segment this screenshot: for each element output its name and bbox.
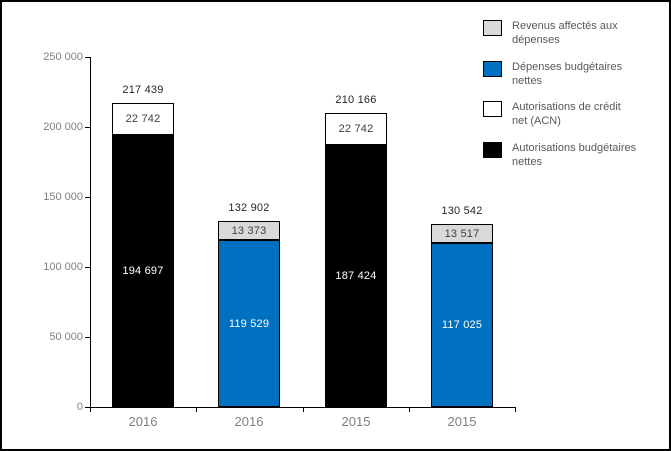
legend-swatch: [483, 20, 502, 36]
y-axis-tick: [85, 267, 90, 268]
y-axis-line: [90, 57, 91, 408]
x-axis-tick: [409, 407, 410, 412]
bar-value-label: 119 529: [228, 317, 270, 330]
legend-label: Revenus affectés aux dépenses: [512, 20, 618, 47]
y-axis-tick: [85, 337, 90, 338]
bar-segment: 117 025: [431, 243, 493, 407]
y-axis-tick-label: 250 000: [43, 51, 83, 63]
bar-value-label: 117 025: [441, 319, 483, 331]
bar-segment: 13 517: [431, 224, 493, 243]
x-axis-tick: [515, 407, 516, 412]
y-axis-tick: [85, 127, 90, 128]
chart-legend: Revenus affectés aux dépenses Dépenses bu…: [483, 19, 661, 169]
legend-item: Autorisations de crédit net (ACN): [483, 100, 661, 129]
bar-total-label: 130 542: [441, 205, 483, 217]
legend-swatch: [483, 101, 502, 118]
y-axis-tick: [85, 57, 90, 58]
bar-total-label: 210 166: [335, 94, 377, 106]
bar-segment: 194 697: [112, 134, 174, 407]
bar-value-label: 13 517: [444, 227, 480, 240]
bar-value-label: 187 424: [335, 270, 377, 282]
bar-segment: 187 424: [325, 145, 387, 407]
legend-item: Autorisations budgétaires nettes: [483, 141, 661, 170]
x-axis-tick: [90, 407, 91, 412]
x-axis-category-label: 2015: [341, 414, 371, 429]
x-axis-tick: [196, 407, 197, 412]
x-axis-tick: [303, 407, 304, 412]
x-axis-category-label: 2016: [234, 414, 264, 429]
bar-value-label: 194 697: [122, 264, 164, 277]
bar-value-label: 22 742: [338, 123, 374, 135]
bar-segment: 119 529: [218, 240, 280, 407]
legend-label: Autorisations budgétaires nettes: [512, 141, 637, 169]
y-axis-tick-label: 50 000: [49, 331, 83, 343]
bar-value-label: 22 742: [125, 113, 161, 125]
bar-total-label: 217 439: [122, 84, 164, 96]
y-axis-tick-label: 100 000: [43, 261, 83, 273]
y-axis-tick-label: 200 000: [43, 121, 83, 133]
legend-item: Revenus affectés aux dépenses: [483, 19, 661, 48]
legend-swatch: [483, 60, 502, 77]
y-axis-tick: [85, 407, 90, 408]
x-axis-category-label: 2016: [128, 414, 158, 429]
legend-label: Autorisations de crédit net (ACN): [512, 101, 621, 128]
bar-total-label: 132 902: [228, 202, 270, 214]
bar-value-label: 13 373: [231, 224, 267, 237]
legend-swatch: [483, 141, 502, 158]
x-axis-category-label: 2015: [447, 414, 477, 429]
legend-label: Dépenses budgétaires nettes: [512, 60, 623, 87]
y-axis-tick-label: 0: [76, 401, 83, 413]
bar-segment: 22 742: [325, 113, 387, 145]
legend-item: Dépenses budgétaires nettes: [483, 60, 661, 89]
y-axis-tick-label: 150 000: [43, 191, 83, 203]
bar-segment: 22 742: [112, 103, 174, 135]
bar-segment: 13 373: [218, 221, 280, 240]
y-axis-tick: [85, 197, 90, 198]
